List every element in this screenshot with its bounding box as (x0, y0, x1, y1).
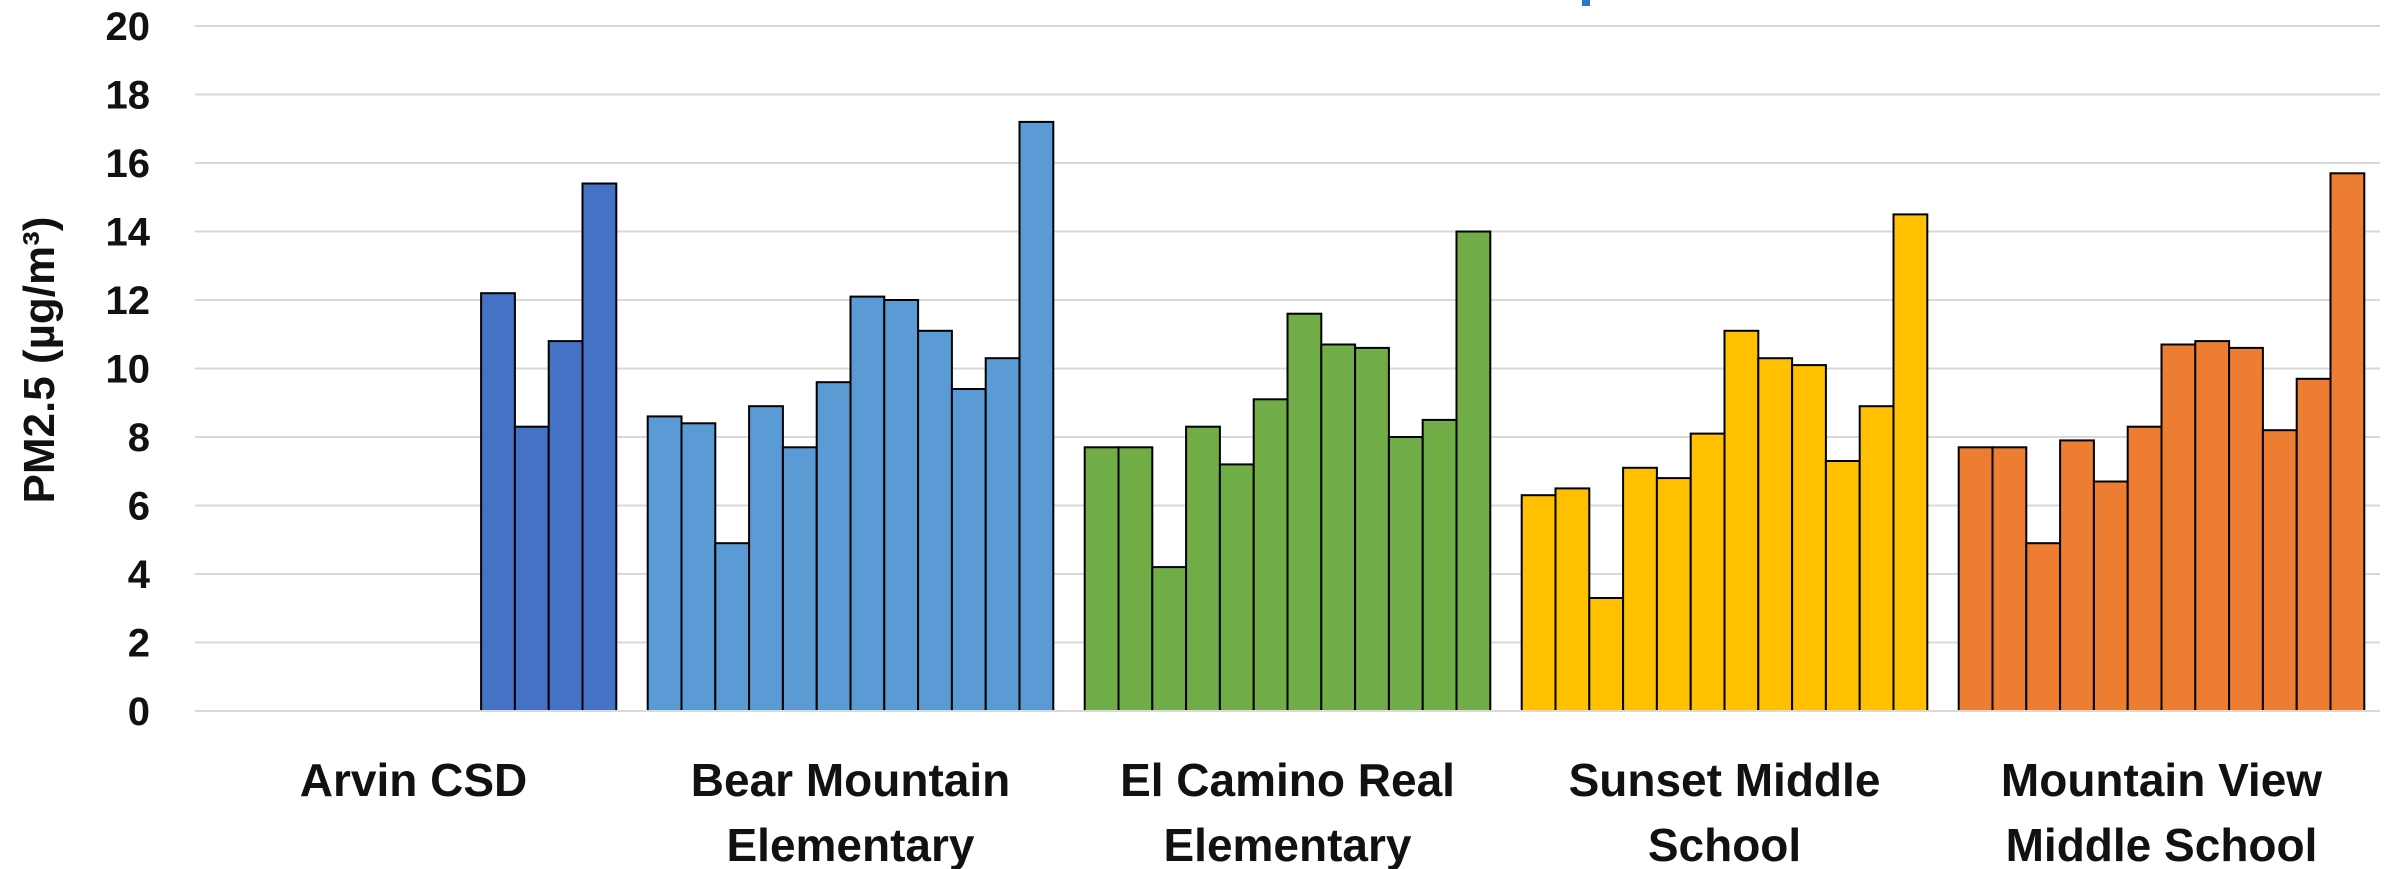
y-tick-label: 8 (128, 416, 150, 460)
bar (1354, 346, 1390, 712)
bar (1218, 463, 1255, 712)
bar (1185, 425, 1221, 712)
bar (2295, 377, 2332, 712)
bar (547, 340, 584, 712)
bar (1858, 405, 1895, 712)
bar (883, 299, 920, 712)
y-axis-label: PM2.5 (µg/m³) (15, 217, 64, 504)
bar (815, 381, 852, 712)
category-label: School (1648, 819, 1801, 869)
category-label: Sunset Middle (1569, 754, 1881, 806)
bar (1520, 494, 1557, 713)
category-label: Mountain View (2001, 754, 2322, 806)
y-axis-ticks: 0 2 4 6 8 10 12 14 16 18 20 (106, 5, 151, 734)
bar (1622, 466, 1658, 712)
bar (480, 292, 516, 712)
bar (1723, 329, 1760, 712)
bar (1455, 230, 1492, 712)
bar (1252, 398, 1289, 712)
category-label: Elementary (1163, 819, 1411, 869)
y-tick-label: 14 (106, 211, 151, 255)
y-tick-label: 0 (128, 690, 150, 734)
y-tick-label: 4 (128, 553, 151, 597)
bar (2228, 346, 2264, 712)
bar (1655, 477, 1692, 712)
y-tick-label: 6 (128, 485, 150, 529)
bar (2059, 439, 2095, 712)
bar (1588, 597, 1625, 712)
category-labels: Arvin CSD Bear Mountain Elementary El Camin… (300, 754, 2323, 869)
bar (1083, 446, 1120, 712)
bar (1286, 312, 1323, 712)
category-label: Arvin CSD (300, 754, 527, 806)
bar (950, 388, 987, 712)
bar (1421, 418, 1458, 712)
bar (513, 425, 550, 712)
bar (2092, 480, 2129, 712)
category-label: El Camino Real (1120, 754, 1455, 806)
bar (1320, 343, 1357, 712)
y-tick-label: 18 (106, 74, 151, 118)
bar (781, 446, 818, 712)
bar (1018, 120, 1055, 712)
bar (1151, 566, 1188, 712)
bar (646, 415, 683, 712)
y-tick-label: 20 (106, 5, 151, 49)
bar (1991, 446, 2028, 712)
bar (2329, 172, 2366, 713)
bar (1117, 446, 1154, 712)
bar (1689, 432, 1726, 712)
bar (2194, 340, 2231, 712)
bar (1757, 357, 1794, 712)
bar (714, 542, 751, 713)
y-tick-label: 2 (128, 622, 150, 666)
bar (581, 182, 618, 712)
y-tick-label: 12 (106, 279, 151, 323)
bar (680, 422, 717, 712)
bar (2126, 425, 2163, 712)
category-label: Bear Mountain (691, 754, 1010, 806)
bar (1957, 446, 1994, 712)
bar (1892, 213, 1929, 712)
category-label: Elementary (726, 819, 974, 869)
bar (917, 329, 953, 712)
bar (2025, 542, 2062, 713)
bar (1554, 487, 1591, 712)
y-tick-label: 10 (106, 348, 151, 392)
bar (1387, 436, 1424, 712)
bar (2160, 343, 2197, 712)
bar (2261, 429, 2298, 712)
y-tick-label: 16 (106, 142, 151, 186)
bar (849, 295, 886, 712)
partially-visible-title-fragment (1582, 0, 1590, 6)
bars (480, 120, 2366, 713)
bar (1824, 460, 1861, 712)
bar (984, 357, 1021, 712)
category-label: Middle School (2006, 819, 2318, 869)
bar (748, 405, 784, 712)
bar (1791, 364, 1827, 712)
